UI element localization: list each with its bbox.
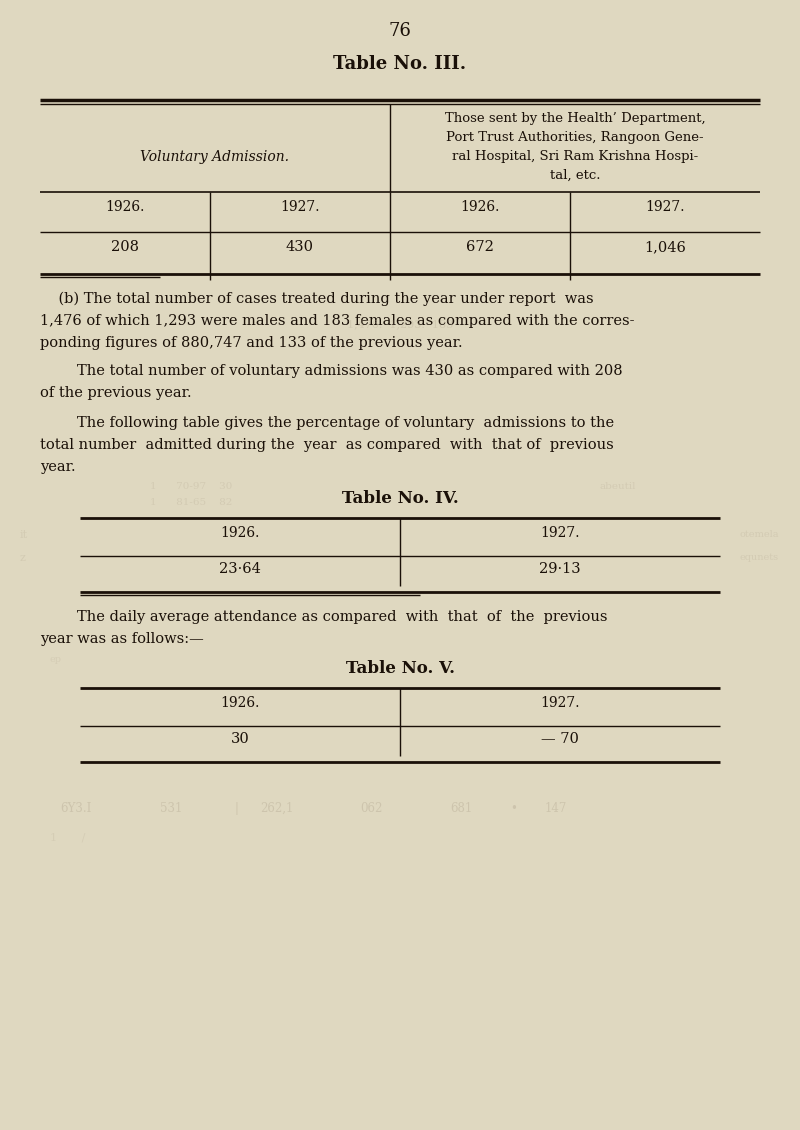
Text: 672: 672 (466, 240, 494, 254)
Text: 1926.: 1926. (220, 525, 260, 540)
Text: ep: ep (50, 655, 62, 664)
Text: The total number of voluntary admissions was 430 as compared with 208: The total number of voluntary admissions… (40, 364, 622, 379)
Text: equnets: equnets (740, 553, 779, 562)
Text: 30: 30 (230, 732, 250, 746)
Text: 23·64: 23·64 (219, 562, 261, 576)
Text: 1926.: 1926. (220, 696, 260, 710)
Text: year.: year. (40, 460, 76, 473)
Text: 1      70-97    30: 1 70-97 30 (150, 483, 232, 492)
Text: 681: 681 (450, 802, 472, 815)
Text: of the previous year.: of the previous year. (40, 386, 192, 400)
Text: 1927.: 1927. (646, 200, 685, 214)
Text: Table No. III.: Table No. III. (334, 55, 466, 73)
Text: 430: 430 (286, 240, 314, 254)
Text: 1,046: 1,046 (644, 240, 686, 254)
Text: — 70: — 70 (541, 732, 579, 746)
Text: The following table gives the percentage of voluntary  admissions to the: The following table gives the percentage… (40, 416, 614, 431)
Text: 208: 208 (111, 240, 139, 254)
Text: 1927.: 1927. (540, 696, 580, 710)
Text: it: it (20, 530, 28, 540)
Text: Voluntary Admission.: Voluntary Admission. (141, 150, 290, 164)
Text: 1926.: 1926. (106, 200, 145, 214)
Text: The daily average attendance as compared  with  that  of  the  previous: The daily average attendance as compared… (40, 610, 607, 624)
Text: 1,476 of which 1,293 were males and 183 females as compared with the corres-: 1,476 of which 1,293 were males and 183 … (40, 314, 634, 328)
Text: 1       /: 1 / (50, 832, 86, 842)
Text: 1927.: 1927. (540, 525, 580, 540)
Text: total number  admitted during the  year  as compared  with  that of  previous: total number admitted during the year as… (40, 438, 614, 452)
Text: 76: 76 (389, 21, 411, 40)
Text: 1,476.  1,293.  183: 1,476. 1,293. 183 (347, 319, 453, 329)
Text: Table No. IV.: Table No. IV. (342, 490, 458, 507)
Text: 1      81-65    82: 1 81-65 82 (150, 498, 232, 507)
Text: ponding figures of 880,747 and 133 of the previous year.: ponding figures of 880,747 and 133 of th… (40, 336, 462, 350)
Text: z: z (20, 553, 26, 563)
Text: Those sent by the Health’ Department,
Port Trust Authorities, Rangoon Gene-
ral : Those sent by the Health’ Department, Po… (445, 112, 706, 182)
Text: (b) The total number of cases treated during the year under report  was: (b) The total number of cases treated du… (40, 292, 594, 306)
Text: 1927.: 1927. (280, 200, 320, 214)
Text: otemela: otemela (740, 530, 779, 539)
Text: 1926.: 1926. (460, 200, 500, 214)
Text: 29·13: 29·13 (539, 562, 581, 576)
Text: •: • (510, 802, 517, 815)
Text: 6Y3.I: 6Y3.I (60, 802, 91, 815)
Text: |: | (235, 802, 239, 815)
Text: Table No. V.: Table No. V. (346, 660, 454, 677)
Text: 147: 147 (545, 802, 567, 815)
Text: 531: 531 (160, 802, 182, 815)
Text: abeutil: abeutil (600, 483, 637, 492)
Text: 262,1: 262,1 (260, 802, 294, 815)
Text: year was as follows:—: year was as follows:— (40, 632, 204, 646)
Text: 062: 062 (360, 802, 382, 815)
